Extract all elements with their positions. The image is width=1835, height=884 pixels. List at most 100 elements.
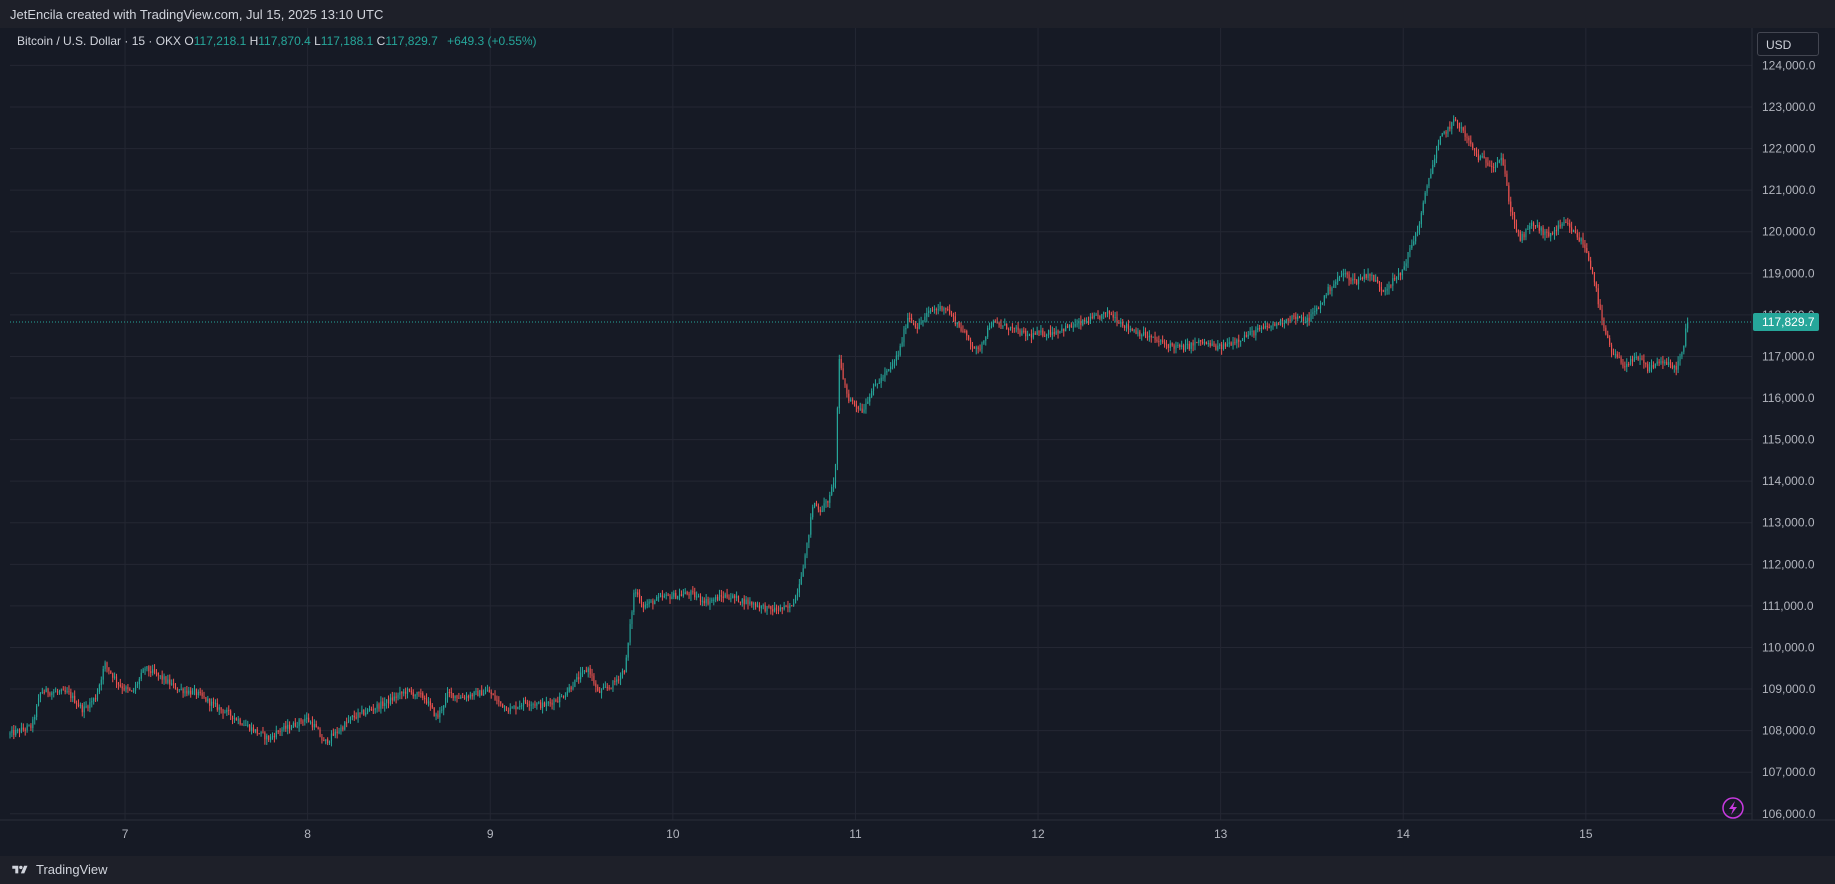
candle-body <box>1628 363 1630 365</box>
candle-body <box>427 701 430 704</box>
lightning-icon[interactable] <box>1722 797 1744 819</box>
candle-body <box>1660 361 1662 364</box>
candle-body <box>231 715 234 720</box>
candle-body <box>886 370 888 373</box>
candle-body <box>315 723 317 728</box>
candle-body <box>1472 143 1474 149</box>
candle-body <box>1363 274 1365 280</box>
price-tick-label: 119,000.0 <box>1762 266 1815 280</box>
candle-body <box>770 606 772 610</box>
candle-body <box>161 675 163 680</box>
candle-body <box>566 691 568 696</box>
candle-body <box>1019 330 1021 335</box>
candle-body <box>842 368 844 380</box>
candle-body <box>931 310 934 312</box>
price-tick-label: 107,000.0 <box>1762 765 1816 779</box>
candle-body <box>648 601 650 605</box>
candle-body <box>1658 361 1660 364</box>
time-tick-label: 9 <box>487 827 494 841</box>
candle-body <box>774 607 776 612</box>
candle-body <box>1593 272 1596 283</box>
candle-body <box>1504 164 1506 174</box>
candle-body <box>1361 277 1363 280</box>
candle-body <box>239 719 241 725</box>
candle-body <box>1110 313 1112 315</box>
candle-body <box>1639 358 1641 360</box>
candle-body <box>55 691 57 693</box>
candle-body <box>561 696 563 698</box>
candle-body <box>994 321 996 323</box>
candle-body <box>1493 167 1495 169</box>
candle-body <box>1329 286 1331 291</box>
chart-area[interactable] <box>0 28 1835 856</box>
candle-body <box>1198 339 1200 344</box>
candle-body <box>1300 317 1303 319</box>
candle-body <box>777 610 780 612</box>
candle-body <box>581 671 584 673</box>
candle-body <box>1591 268 1594 273</box>
candle-body <box>494 695 496 700</box>
last-price-label: 117,829.7 <box>1762 315 1815 329</box>
candle-body <box>869 396 871 402</box>
candle-body <box>1203 341 1206 344</box>
candle-body <box>1074 324 1076 327</box>
candle-body <box>1388 285 1390 289</box>
candle-body <box>509 708 511 712</box>
candle-body <box>1403 266 1405 270</box>
candle-body <box>1340 275 1343 277</box>
candle-body <box>1369 273 1371 276</box>
candle-body <box>1616 354 1618 358</box>
candle-body <box>532 704 534 706</box>
candle-body <box>1323 295 1325 303</box>
candle-body <box>431 705 433 708</box>
candle-body <box>1295 316 1297 319</box>
candle-body <box>1154 336 1156 340</box>
candle-body <box>1588 252 1590 261</box>
candle-body <box>1538 225 1540 231</box>
candle-body <box>1249 331 1251 335</box>
candle-body <box>1435 150 1438 159</box>
candle-body <box>1384 290 1386 292</box>
candle-body <box>361 710 363 713</box>
candle-body <box>1401 269 1403 276</box>
candle-body <box>1580 238 1582 242</box>
candle-body <box>134 685 137 691</box>
candle-body <box>119 684 121 687</box>
candle-body <box>277 730 279 732</box>
candle-body <box>1312 312 1314 315</box>
candle-body <box>1217 345 1219 350</box>
candle-body <box>779 607 781 611</box>
candle-body <box>342 727 344 730</box>
price-tick-label: 108,000.0 <box>1762 724 1816 738</box>
candle-body <box>351 715 353 717</box>
candle-body <box>966 330 968 336</box>
candle-body <box>1548 232 1550 237</box>
currency-button[interactable]: USD <box>1757 32 1819 56</box>
candle-body <box>1449 126 1451 129</box>
tradingview-brand[interactable]: TradingView <box>10 862 108 877</box>
candle-body <box>697 595 700 597</box>
candle-body <box>1171 343 1173 346</box>
candle-body <box>98 684 100 693</box>
candle-body <box>488 690 490 693</box>
candle-body <box>1133 330 1135 332</box>
candle-body <box>180 688 182 690</box>
candle-body <box>1633 357 1635 362</box>
candle-body <box>796 592 799 596</box>
candle-body <box>41 691 43 693</box>
candle-body <box>1649 367 1651 372</box>
attribution-text: JetEncila created with TradingView.com, … <box>10 7 384 22</box>
candle-body <box>1167 344 1169 348</box>
candle-body <box>425 698 428 704</box>
candle-body <box>243 725 245 727</box>
candle-body <box>1572 230 1575 232</box>
candle-body <box>1413 241 1415 246</box>
candle-body <box>1095 314 1097 316</box>
candle-body <box>1059 330 1061 333</box>
candle-body <box>24 729 26 731</box>
candle-body <box>964 330 966 332</box>
candle-body <box>861 408 863 413</box>
candle-body <box>1521 234 1523 241</box>
candle-body <box>114 676 116 678</box>
